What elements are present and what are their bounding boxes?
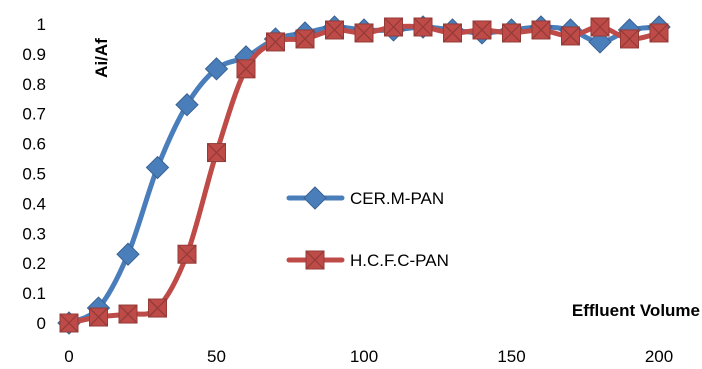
data-point	[384, 17, 403, 37]
data-point	[649, 23, 669, 43]
data-point	[531, 20, 551, 40]
legend: CER.M-PAN H.C.F.C-PAN	[286, 186, 449, 270]
data-point	[588, 30, 612, 54]
data-point	[325, 20, 344, 40]
y-tick-label: 0.1	[22, 284, 46, 303]
data-point	[354, 23, 374, 43]
data-point	[116, 242, 140, 266]
y-tick-label: 0.5	[22, 165, 46, 184]
y-tick-label: 0.3	[22, 224, 46, 243]
data-point	[561, 26, 580, 46]
x-tick-label: 50	[207, 347, 226, 366]
y-tick-label: 0.8	[22, 75, 46, 94]
y-tick-label: 0	[37, 314, 46, 333]
x-tick-label: 0	[64, 347, 73, 366]
legend-marker	[303, 186, 327, 210]
legend-marker	[305, 250, 325, 270]
data-point	[472, 20, 492, 40]
legend-label: H.C.F.C-PAN	[350, 251, 449, 270]
data-point	[266, 32, 285, 52]
data-point	[175, 93, 199, 117]
data-point	[204, 57, 229, 81]
data-point	[443, 23, 462, 43]
data-point	[145, 155, 170, 180]
data-point	[295, 29, 315, 49]
data-point	[148, 298, 167, 318]
data-point	[89, 307, 108, 327]
y-tick-label: 1	[37, 15, 46, 34]
data-point	[207, 143, 226, 163]
y-tick-label: 0.6	[22, 135, 46, 154]
legend-label: CER.M-PAN	[350, 189, 444, 208]
x-tick-label: 200	[645, 347, 673, 366]
x-tick-label: 150	[497, 347, 525, 366]
data-point	[177, 244, 197, 264]
y-axis-ticks: 0 0.1 0.2 0.3 0.4 0.5 0.6 0.7 0.8 0.9 1	[22, 15, 46, 333]
plot-area	[57, 15, 671, 335]
y-axis-label: Ai/Af	[92, 38, 111, 78]
y-tick-label: 0.2	[22, 254, 46, 273]
y-tick-label: 0.4	[22, 194, 46, 213]
data-point	[413, 17, 433, 37]
data-point	[59, 313, 79, 333]
y-tick-label: 0.7	[22, 105, 46, 124]
x-tick-label: 100	[350, 347, 378, 366]
data-point	[118, 304, 138, 324]
data-point	[590, 17, 610, 37]
x-axis-label: Effluent Volume	[572, 301, 700, 320]
x-axis-ticks: 0 50 100 150 200	[64, 347, 673, 366]
y-tick-label: 0.9	[22, 45, 46, 64]
data-point	[236, 59, 256, 79]
data-point	[620, 29, 639, 49]
data-point	[502, 23, 521, 43]
